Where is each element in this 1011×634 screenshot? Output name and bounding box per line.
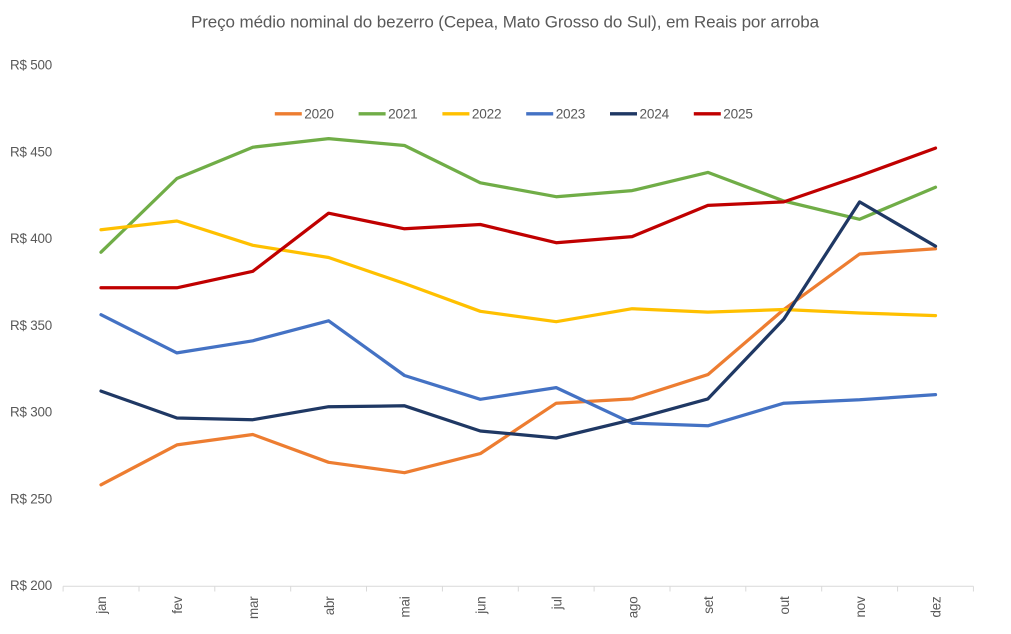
svg-text:set: set xyxy=(701,596,716,614)
svg-text:jan: jan xyxy=(94,597,109,615)
svg-text:dez: dez xyxy=(929,596,944,617)
svg-text:nov: nov xyxy=(853,596,868,617)
svg-text:2022: 2022 xyxy=(472,107,501,122)
svg-text:R$ 200: R$ 200 xyxy=(10,578,52,593)
svg-text:abr: abr xyxy=(322,596,337,615)
svg-text:Preço médio nominal do bezerro: Preço médio nominal do bezerro (Cepea, M… xyxy=(191,13,820,32)
svg-text:mar: mar xyxy=(246,596,261,619)
svg-text:mai: mai xyxy=(398,596,413,617)
svg-text:R$ 350: R$ 350 xyxy=(10,318,52,333)
svg-text:R$ 400: R$ 400 xyxy=(10,231,52,246)
svg-text:R$ 500: R$ 500 xyxy=(10,58,52,73)
svg-text:ago: ago xyxy=(625,597,640,619)
svg-text:fev: fev xyxy=(170,596,185,614)
svg-text:2021: 2021 xyxy=(388,107,417,122)
svg-text:2025: 2025 xyxy=(723,107,752,122)
svg-text:R$ 300: R$ 300 xyxy=(10,405,52,420)
svg-text:2023: 2023 xyxy=(556,107,585,122)
svg-text:jun: jun xyxy=(474,597,489,615)
svg-text:2024: 2024 xyxy=(640,107,670,122)
svg-text:R$ 250: R$ 250 xyxy=(10,491,52,506)
svg-text:jul: jul xyxy=(549,596,564,610)
svg-text:R$ 450: R$ 450 xyxy=(10,144,52,159)
svg-text:out: out xyxy=(777,596,792,614)
svg-text:2020: 2020 xyxy=(304,107,334,122)
